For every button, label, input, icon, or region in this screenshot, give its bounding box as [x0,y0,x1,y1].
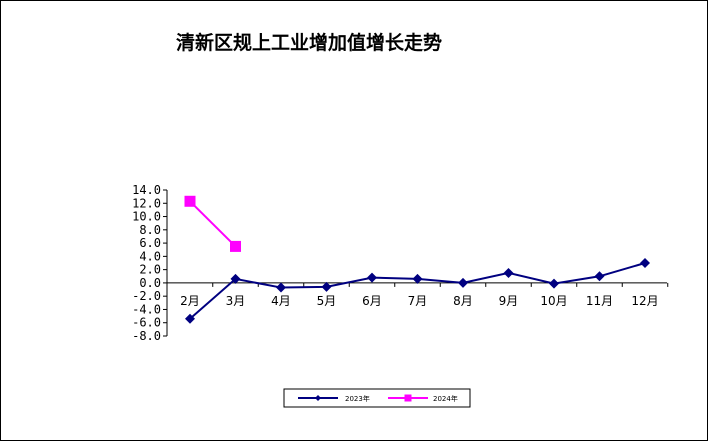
x-tick-label: 3月 [226,294,246,308]
series-layer [184,195,650,324]
y-tick-label: 0.0 [139,276,161,290]
legend-marker-1 [315,395,321,401]
x-tick-label: 4月 [271,294,291,308]
data-point [640,258,650,268]
x-tick-label: 11月 [586,294,613,308]
data-point [458,277,468,288]
x-tick-label: 5月 [317,294,337,308]
y-tick-label: 8.0 [139,223,161,237]
y-tick-label: 4.0 [139,249,161,263]
data-point [184,195,196,207]
y-tick-label: -6.0 [132,316,161,330]
y-tick-label: -4.0 [132,302,161,316]
y-ticks: 14.012.010.08.06.04.02.00.0-2.0-4.0-6.0-… [132,183,167,343]
data-point [321,281,332,292]
y-tick-label: 10.0 [132,210,161,224]
y-tick-label: -2.0 [132,289,161,303]
legend-marker-2 [404,394,412,402]
x-tick-label: 12月 [631,294,658,308]
x-tick-label: 6月 [362,294,382,308]
data-point [549,278,559,289]
series-line-2 [189,200,237,248]
data-point [594,271,605,282]
data-point [276,282,286,293]
x-tick-label: 10月 [540,294,567,308]
y-tick-label: 2.0 [139,263,161,277]
y-tick-label: 6.0 [139,236,161,250]
data-point [185,313,195,324]
data-point [503,267,514,278]
x-ticks: 2月 3月 4月 5月 6月 7月 8月 9月 10月 11月 12月 [166,282,669,308]
y-tick-label: 14.0 [132,183,161,197]
chart-title: 清新区规上工业增加值增长走势 [176,32,443,54]
x-tick-label: 8月 [453,294,473,308]
plot-area: 14.012.010.08.06.04.02.00.0-2.0-4.0-6.0-… [132,183,669,343]
data-point [230,240,241,252]
data-point [367,272,377,283]
legend-box [283,388,471,408]
x-tick-label: 2月 [180,294,200,308]
series-line-1 [189,262,646,320]
data-point [230,273,241,284]
y-tick-label: 12.0 [132,196,161,210]
legend-label-1: 2023年 [345,394,370,403]
x-tick-label: 9月 [499,294,519,308]
legend-label-2: 2024年 [433,394,458,403]
legend: 2023年 2024年 [283,388,471,408]
data-point [412,273,423,284]
x-tick-label: 7月 [408,294,428,308]
y-tick-label: -8.0 [132,329,161,343]
